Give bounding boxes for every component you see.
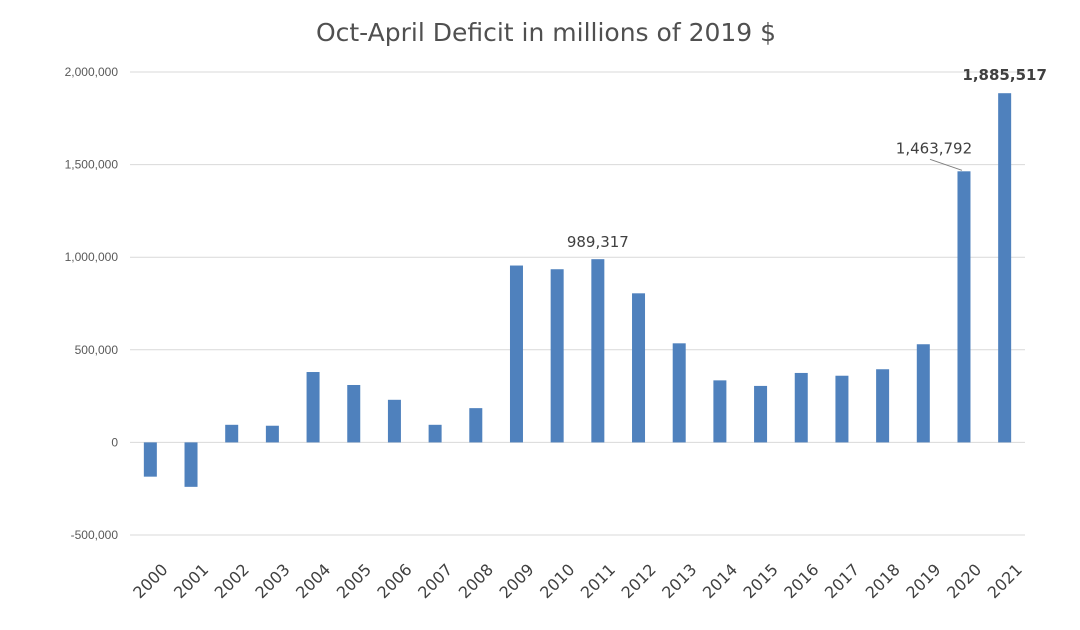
x-tick-label: 2003 bbox=[251, 560, 293, 602]
data-label-2011: 989,317 bbox=[567, 233, 629, 251]
gridlines bbox=[130, 71, 1025, 536]
data-labels: 989,317 1,463,792 1,885,517 bbox=[567, 66, 1047, 251]
bar-2019 bbox=[916, 344, 930, 443]
bar-2008 bbox=[469, 408, 483, 443]
y-axis-ticks: -500,000 0 500,000 1,000,000 1,500,000 2,000,… bbox=[65, 65, 119, 542]
x-tick-label: 2015 bbox=[740, 560, 782, 602]
data-label-2020: 1,463,792 bbox=[896, 139, 972, 157]
y-tick-label: 2,000,000 bbox=[65, 65, 119, 79]
bar-2015 bbox=[754, 385, 768, 443]
x-tick-label: 2021 bbox=[984, 560, 1026, 602]
bar-2020 bbox=[957, 171, 971, 443]
bar-2000 bbox=[143, 442, 157, 477]
y-tick-label: -500,000 bbox=[71, 528, 119, 542]
y-tick-label: 1,000,000 bbox=[65, 250, 119, 264]
x-tick-label: 2017 bbox=[821, 560, 863, 602]
x-tick-label: 2013 bbox=[658, 560, 700, 602]
bar-2018 bbox=[876, 369, 890, 443]
x-tick-label: 2010 bbox=[536, 560, 578, 602]
leader-line bbox=[929, 158, 963, 171]
y-tick-label: 0 bbox=[111, 435, 118, 449]
bar-2017 bbox=[835, 375, 849, 443]
x-tick-label: 2019 bbox=[902, 560, 944, 602]
bar-2021 bbox=[998, 93, 1012, 443]
bar-2010 bbox=[550, 269, 564, 443]
bar-2001 bbox=[184, 442, 198, 487]
x-tick-label: 2012 bbox=[618, 560, 660, 602]
bar-2007 bbox=[428, 424, 442, 443]
x-tick-label: 2004 bbox=[292, 560, 334, 602]
bar-2009 bbox=[509, 265, 523, 443]
x-tick-label: 2009 bbox=[495, 560, 537, 602]
x-tick-label: 2011 bbox=[577, 560, 619, 602]
x-tick-label: 2007 bbox=[414, 560, 456, 602]
x-tick-label: 2005 bbox=[333, 560, 375, 602]
x-axis-ticks: 2000200120022003200420052006200720082009… bbox=[129, 560, 1026, 602]
bars bbox=[143, 93, 1012, 487]
bar-2016 bbox=[794, 372, 808, 443]
bar-2002 bbox=[225, 424, 239, 443]
x-tick-label: 2018 bbox=[862, 560, 904, 602]
bar-2005 bbox=[347, 384, 361, 443]
x-tick-label: 2020 bbox=[943, 560, 985, 602]
data-label-2021: 1,885,517 bbox=[962, 66, 1046, 84]
x-tick-label: 2000 bbox=[129, 560, 171, 602]
x-tick-label: 2014 bbox=[699, 560, 741, 602]
bar-2004 bbox=[306, 372, 320, 443]
bar-2003 bbox=[265, 425, 279, 443]
y-tick-label: 500,000 bbox=[75, 343, 119, 357]
bar-2011 bbox=[591, 259, 605, 443]
bar-2014 bbox=[713, 380, 727, 443]
x-tick-label: 2001 bbox=[170, 560, 212, 602]
chart-title: Oct-April Deficit in millions of 2019 $ bbox=[315, 18, 777, 47]
bar-2006 bbox=[387, 399, 401, 443]
bar-2012 bbox=[632, 293, 646, 443]
y-tick-label: 1,500,000 bbox=[65, 158, 119, 172]
x-tick-label: 2006 bbox=[373, 560, 415, 602]
x-tick-label: 2002 bbox=[211, 560, 253, 602]
bar-2013 bbox=[672, 343, 686, 443]
x-tick-label: 2008 bbox=[455, 560, 497, 602]
x-tick-label: 2016 bbox=[780, 560, 822, 602]
